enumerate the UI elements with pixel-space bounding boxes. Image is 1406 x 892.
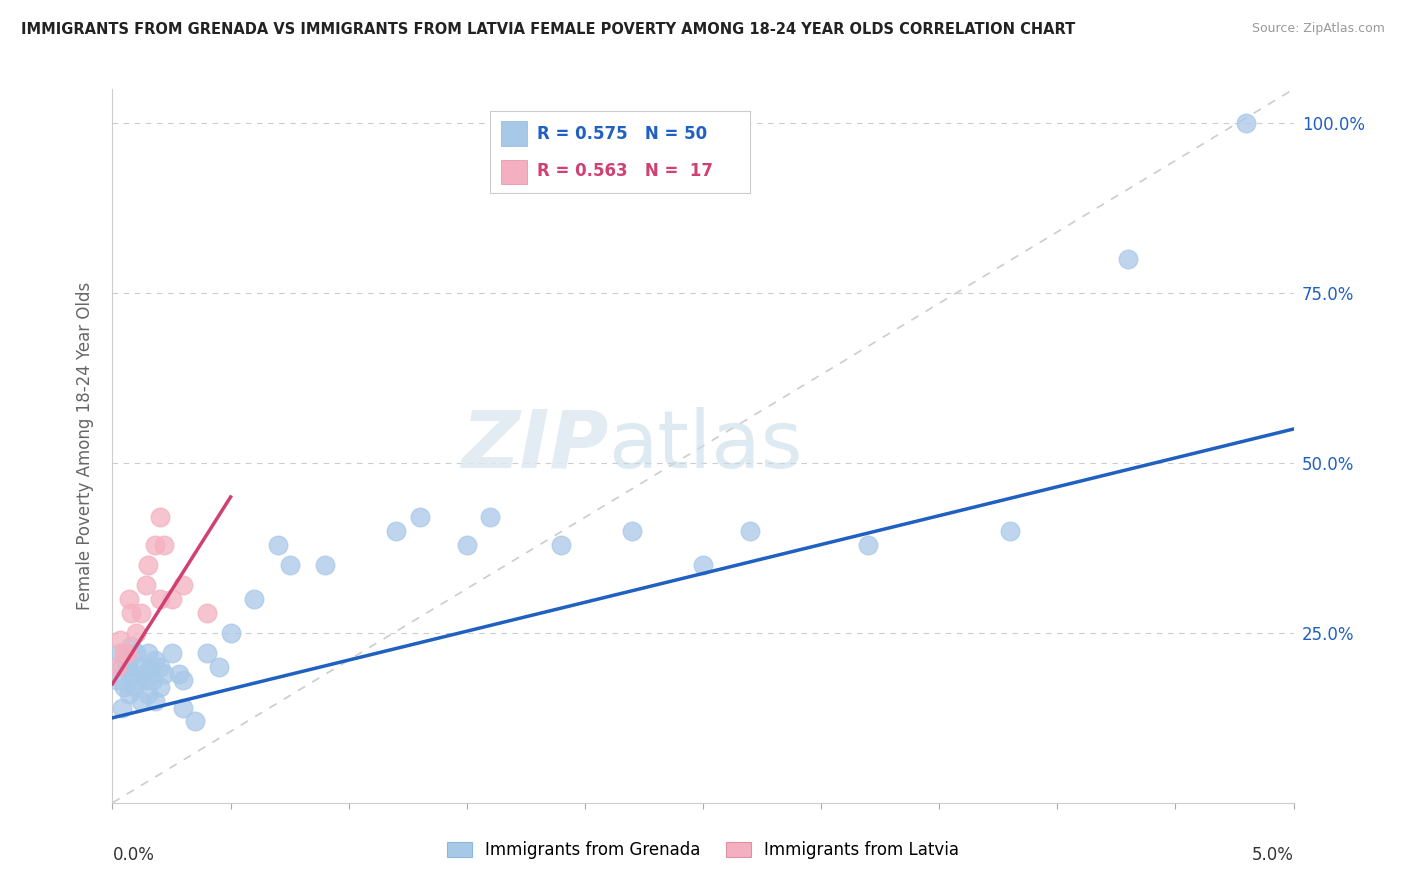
Point xyxy=(149,660,172,674)
Point xyxy=(172,673,194,688)
Point xyxy=(143,694,166,708)
Text: Source: ZipAtlas.com: Source: ZipAtlas.com xyxy=(1251,22,1385,36)
Legend: Immigrants from Grenada, Immigrants from Latvia: Immigrants from Grenada, Immigrants from… xyxy=(440,835,966,866)
Point xyxy=(125,626,148,640)
Text: 0.0%: 0.0% xyxy=(112,846,155,863)
Point xyxy=(278,558,301,572)
Point xyxy=(149,591,172,606)
Point xyxy=(111,660,134,674)
Point xyxy=(135,578,157,592)
Text: ZIP: ZIP xyxy=(461,407,609,485)
Point xyxy=(314,558,336,572)
Point xyxy=(118,591,141,606)
Point xyxy=(105,673,128,688)
Point xyxy=(172,578,194,592)
Point xyxy=(111,700,134,714)
Point xyxy=(172,700,194,714)
Point xyxy=(120,640,142,654)
Point xyxy=(108,646,131,660)
Point xyxy=(184,714,207,729)
Point xyxy=(143,653,166,667)
Point xyxy=(129,606,152,620)
Point xyxy=(143,537,166,551)
Point xyxy=(167,666,190,681)
Point xyxy=(153,537,176,551)
Text: 5.0%: 5.0% xyxy=(1251,846,1294,863)
Point xyxy=(692,558,714,572)
Y-axis label: Female Poverty Among 18-24 Year Olds: Female Poverty Among 18-24 Year Olds xyxy=(76,282,94,610)
Point xyxy=(139,660,162,674)
Point xyxy=(219,626,242,640)
Point xyxy=(105,660,128,674)
Point xyxy=(115,646,138,660)
Point xyxy=(408,510,430,524)
Point xyxy=(115,660,138,674)
Point xyxy=(195,646,218,660)
Point xyxy=(195,606,218,620)
Point xyxy=(142,673,165,688)
Point xyxy=(108,632,131,647)
Point xyxy=(208,660,231,674)
Point xyxy=(858,537,880,551)
Point xyxy=(122,680,145,694)
Point xyxy=(740,524,762,538)
Point xyxy=(112,680,135,694)
Point xyxy=(267,537,290,551)
Point xyxy=(136,558,159,572)
Point xyxy=(479,510,502,524)
Point xyxy=(149,680,172,694)
Point xyxy=(136,646,159,660)
Point xyxy=(118,687,141,701)
Text: atlas: atlas xyxy=(609,407,803,485)
Point xyxy=(153,666,176,681)
Point xyxy=(149,510,172,524)
Point xyxy=(243,591,266,606)
Point xyxy=(385,524,408,538)
Point xyxy=(136,687,159,701)
Point xyxy=(550,537,572,551)
Point xyxy=(120,666,142,681)
Point xyxy=(160,591,183,606)
Point xyxy=(998,524,1021,538)
Point xyxy=(129,660,152,674)
Point xyxy=(621,524,644,538)
Text: IMMIGRANTS FROM GRENADA VS IMMIGRANTS FROM LATVIA FEMALE POVERTY AMONG 18-24 YEA: IMMIGRANTS FROM GRENADA VS IMMIGRANTS FR… xyxy=(21,22,1076,37)
Point xyxy=(118,653,141,667)
Point xyxy=(456,537,478,551)
Point xyxy=(129,694,152,708)
Point xyxy=(132,666,155,681)
Point xyxy=(160,646,183,660)
Point xyxy=(1116,252,1139,266)
Point xyxy=(120,606,142,620)
Point xyxy=(112,646,135,660)
Point xyxy=(1234,116,1257,130)
Point xyxy=(135,673,157,688)
Point xyxy=(125,646,148,660)
Point xyxy=(125,673,148,688)
